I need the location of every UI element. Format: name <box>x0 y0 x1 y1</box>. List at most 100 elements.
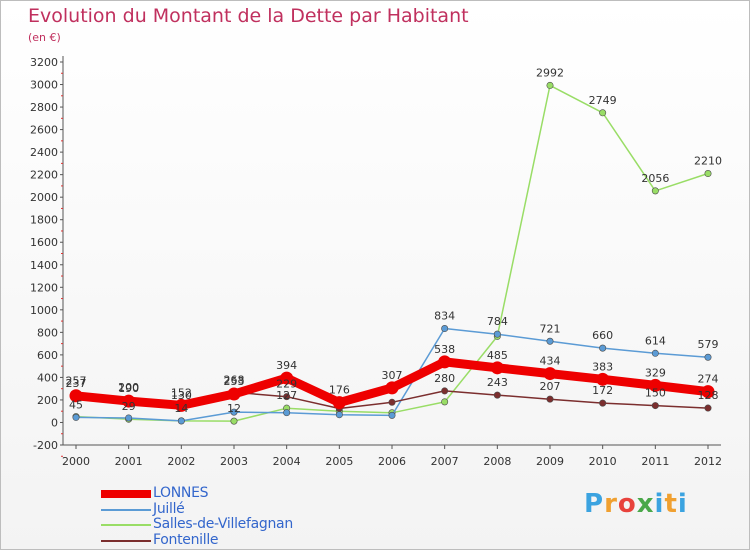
data-label: 660 <box>592 329 613 342</box>
data-point <box>388 398 396 406</box>
y-tick-label: 2000 <box>30 191 58 204</box>
data-label: 237 <box>66 377 87 390</box>
x-tick-label: 2006 <box>378 455 406 468</box>
legend-swatch <box>101 490 151 498</box>
data-point <box>546 395 554 403</box>
x-tick-label: 2003 <box>220 455 248 468</box>
y-tick-label: 1800 <box>30 214 58 227</box>
y-tick-label: 1600 <box>30 236 58 249</box>
data-label: 150 <box>645 387 666 400</box>
y-tick-label: 800 <box>37 326 58 339</box>
data-point <box>599 399 607 407</box>
data-label: 257 <box>66 375 87 388</box>
legend-item: Salles-de-Villefagnan <box>101 516 361 533</box>
x-tick-label: 2002 <box>167 455 195 468</box>
data-point <box>72 413 80 421</box>
series-juill- <box>72 325 712 425</box>
y-tick-label: 3200 <box>30 56 58 69</box>
data-point <box>441 398 449 406</box>
data-point <box>648 378 662 392</box>
data-label: 614 <box>645 334 666 347</box>
y-tick-label: 1000 <box>30 304 58 317</box>
data-label: 2210 <box>694 155 722 168</box>
series-lonnes <box>69 355 715 412</box>
data-label: 200 <box>118 381 139 394</box>
x-tick-label: 2010 <box>589 455 617 468</box>
logo-letter: r <box>604 489 618 519</box>
y-tick-label: 1200 <box>30 281 58 294</box>
data-point <box>335 411 343 419</box>
data-label: 280 <box>434 372 455 385</box>
data-label: 834 <box>434 310 455 323</box>
data-point <box>704 404 712 412</box>
data-label: 152 <box>171 386 192 399</box>
data-point <box>385 381 399 395</box>
data-point <box>596 372 610 386</box>
proxiti-logo: Proxiti <box>584 489 688 519</box>
data-label: 12 <box>227 402 241 415</box>
data-point <box>704 170 712 178</box>
data-label: 329 <box>645 366 666 379</box>
x-tick-label: 2004 <box>273 455 301 468</box>
y-tick-label: 2600 <box>30 124 58 137</box>
legend: LONNES Juillé Salles-de-Villefagnan Fonteni… <box>101 485 361 549</box>
y-tick-label: 1400 <box>30 259 58 272</box>
data-label: 190 <box>118 382 139 395</box>
data-label: 207 <box>540 380 561 393</box>
legend-label: Juillé <box>153 500 185 517</box>
data-label: 721 <box>540 322 561 335</box>
x-tick-label: 2008 <box>483 455 511 468</box>
data-point <box>701 385 715 399</box>
data-point <box>546 81 554 89</box>
logo-letter: t <box>664 489 678 519</box>
data-point <box>280 371 294 385</box>
logo-letter: i <box>654 489 665 519</box>
data-label: 2992 <box>536 66 564 79</box>
data-point <box>122 394 136 408</box>
x-tick-label: 2012 <box>694 455 722 468</box>
data-label: 2056 <box>641 172 669 185</box>
data-point <box>230 408 238 416</box>
data-point <box>599 109 607 117</box>
data-point <box>651 402 659 410</box>
data-point <box>599 344 607 352</box>
data-point <box>441 325 449 333</box>
legend-item: LONNES <box>101 485 361 502</box>
data-label: 253 <box>224 375 245 388</box>
data-point <box>227 387 241 401</box>
data-point <box>493 330 501 338</box>
data-label: 130 <box>171 389 192 402</box>
y-tick-label: 3000 <box>30 79 58 92</box>
data-point <box>441 387 449 395</box>
logo-letter: P <box>584 489 605 519</box>
y-tick-label: 2800 <box>30 101 58 114</box>
y-tick-label: -200 <box>33 439 58 452</box>
y-tick-label: 400 <box>37 371 58 384</box>
data-point <box>174 398 188 412</box>
x-tick-label: 2009 <box>536 455 564 468</box>
y-tick-label: 200 <box>37 394 58 407</box>
data-label: 45 <box>69 398 83 411</box>
logo-letter: i <box>677 489 688 519</box>
data-label: 784 <box>487 315 508 328</box>
data-point <box>283 393 291 401</box>
data-label: 229 <box>276 378 297 391</box>
data-label: 485 <box>487 349 508 362</box>
legend-item: Fontenille <box>101 532 361 549</box>
data-label: 579 <box>698 338 719 351</box>
data-point <box>651 187 659 195</box>
data-point <box>543 367 557 381</box>
data-point <box>332 396 346 410</box>
legend-label: LONNES <box>153 485 209 501</box>
x-tick-label: 2007 <box>431 455 459 468</box>
data-label: 128 <box>698 389 719 402</box>
legend-swatch <box>101 508 151 511</box>
data-point <box>69 389 83 403</box>
legend-item: Juillé <box>101 500 361 518</box>
data-label: 29 <box>122 400 136 413</box>
legend-swatch <box>101 524 151 526</box>
data-label: 538 <box>434 343 455 356</box>
y-tick-label: 600 <box>37 349 58 362</box>
x-tick-label: 2001 <box>115 455 143 468</box>
